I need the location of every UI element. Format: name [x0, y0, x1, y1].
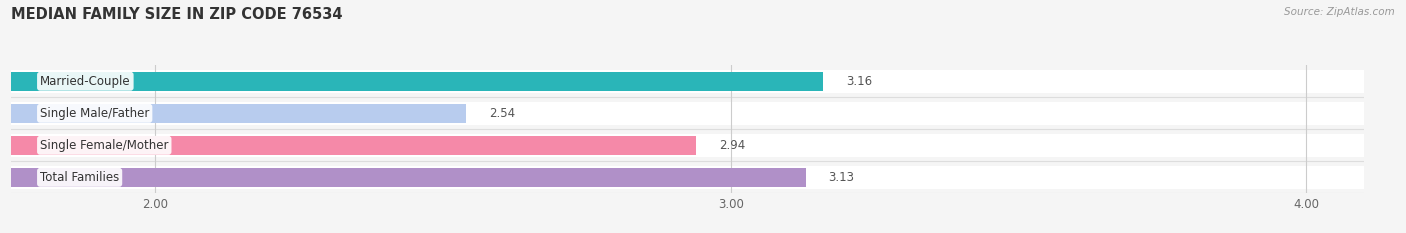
Text: 2.94: 2.94 [720, 139, 745, 152]
Text: Single Female/Mother: Single Female/Mother [39, 139, 169, 152]
Text: 3.13: 3.13 [828, 171, 855, 184]
Text: 2.54: 2.54 [489, 107, 515, 120]
Bar [11, 104, 465, 123]
Bar [11, 136, 696, 155]
Text: Total Families: Total Families [39, 171, 120, 184]
Bar [11, 72, 823, 91]
Text: Married-Couple: Married-Couple [39, 75, 131, 88]
Text: Source: ZipAtlas.com: Source: ZipAtlas.com [1284, 7, 1395, 17]
Bar [11, 168, 806, 187]
Bar [11, 134, 1364, 157]
Text: MEDIAN FAMILY SIZE IN ZIP CODE 76534: MEDIAN FAMILY SIZE IN ZIP CODE 76534 [11, 7, 343, 22]
Bar [11, 102, 1364, 125]
Text: 3.16: 3.16 [846, 75, 872, 88]
Bar [11, 70, 1364, 93]
Bar [11, 166, 1364, 189]
Text: Single Male/Father: Single Male/Father [39, 107, 149, 120]
